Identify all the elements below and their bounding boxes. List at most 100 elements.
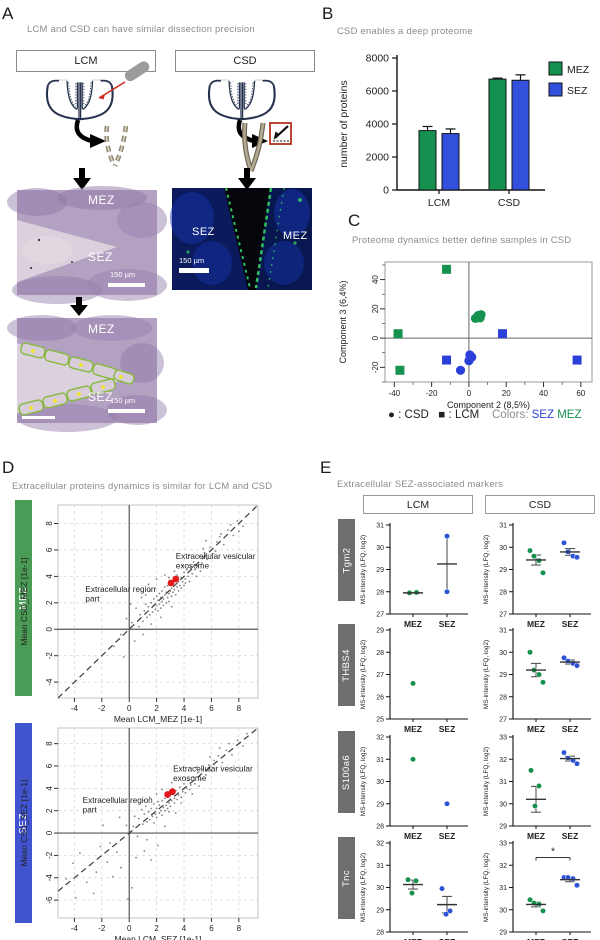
- svg-text:4: 4: [182, 924, 187, 933]
- svg-text:SEZ: SEZ: [439, 937, 456, 940]
- svg-text:MEZ: MEZ: [404, 619, 422, 629]
- panel-d-label: D: [2, 458, 15, 477]
- brain-section-lcm: [45, 79, 114, 121]
- svg-text:*: *: [551, 846, 555, 857]
- dotplot-tgm2-lcm: 27 28 29 30 31 MEZ SEZ MS-intensity (LFQ, log2): [360, 523, 468, 629]
- points-sez: [444, 533, 450, 595]
- svg-text:20: 20: [371, 304, 380, 313]
- svg-text:30: 30: [376, 545, 384, 552]
- svg-text:Mean CSD_SEZ [1e-1]: Mean CSD_SEZ [1e-1]: [19, 780, 29, 867]
- svg-text:-6: -6: [45, 896, 54, 904]
- correlation-scatter-sez: -4 -2 0 2 4 6 8 -6 -4 -2 0 2 4 6 8 Extracellular vesicu…: [19, 727, 259, 940]
- column-header-csd-label: CSD: [528, 498, 552, 511]
- dissection-schematic: [45, 61, 292, 190]
- svg-text:MS-intensity (LFQ, log2): MS-intensity (LFQ, log2): [360, 853, 367, 922]
- svg-text:0: 0: [371, 335, 380, 340]
- micrograph-lcm-after: MEZ SEZ 150 µm: [7, 315, 167, 432]
- svg-text:4: 4: [45, 574, 54, 579]
- svg-text:30: 30: [376, 885, 384, 892]
- svg-text:6: 6: [45, 763, 54, 768]
- svg-text:8: 8: [45, 741, 54, 746]
- svg-text:31: 31: [499, 779, 507, 786]
- svg-text:6: 6: [45, 547, 54, 552]
- svg-text:SEZ: SEZ: [567, 85, 588, 97]
- points-csd-mez: [470, 310, 486, 323]
- method-box-lcm: LCM: [16, 50, 156, 72]
- svg-text:SEZ: SEZ: [562, 937, 579, 940]
- dotplot-tnc-lcm: 28 29 30 31 32 MEZ SEZ MS-intensity (LFQ, log2): [360, 841, 468, 940]
- svg-text:Component 3 (6,4%): Component 3 (6,4%): [338, 280, 348, 363]
- svg-text:Mean LCM_MEZ [1e-1]: Mean LCM_MEZ [1e-1]: [114, 714, 202, 724]
- svg-text:29: 29: [376, 567, 384, 574]
- panel-b-label: B: [322, 4, 334, 23]
- svg-text:8: 8: [45, 521, 54, 526]
- region-label-sez: SEZ: [192, 226, 215, 238]
- points-mez: [410, 756, 416, 763]
- svg-text:25: 25: [376, 717, 384, 724]
- region-label-mez: MEZ: [283, 230, 308, 242]
- svg-text:32: 32: [376, 735, 384, 742]
- svg-text:MS-intensity (LFQ, log2): MS-intensity (LFQ, log2): [483, 640, 490, 709]
- svg-text:0: 0: [127, 924, 132, 933]
- bar-SEZ-LCM: [441, 133, 460, 191]
- panel-e-label: E: [320, 458, 332, 477]
- points-lcm-sez: [442, 329, 582, 365]
- svg-text:31: 31: [499, 885, 507, 892]
- svg-text:exosome: exosome: [173, 774, 207, 783]
- points-mez: [527, 649, 546, 686]
- svg-text:33: 33: [499, 841, 507, 848]
- protein-points: [113, 519, 244, 658]
- panel-c-title: Proteome dynamics better define samples …: [352, 235, 572, 246]
- svg-text:Extracellular region: Extracellular region: [83, 796, 154, 805]
- svg-text:MS-intensity (LFQ, log2): MS-intensity (LFQ, log2): [360, 640, 367, 709]
- svg-text:part: part: [85, 595, 100, 604]
- svg-text:30: 30: [499, 801, 507, 808]
- bar-MEZ-CSD: [488, 78, 507, 191]
- dotplot-tgm2-csd: 27 28 29 30 31 MEZ SEZ MS-intensity (LFQ, log2): [483, 523, 591, 629]
- svg-text:28: 28: [376, 650, 384, 657]
- svg-text:0: 0: [45, 626, 54, 631]
- points-lcm-mez: [393, 264, 452, 375]
- panel-c-label: C: [348, 211, 361, 230]
- correlation-scatter-mez: -4 -2 0 2 4 6 8 -4 -2 0 2 4 6 8 Extracellular vesicula…: [19, 504, 259, 724]
- svg-text:-4: -4: [71, 704, 79, 713]
- svg-text:27: 27: [499, 612, 507, 619]
- svg-text:31: 31: [499, 523, 507, 530]
- svg-text:29: 29: [376, 801, 384, 808]
- svg-text:Extracellular region: Extracellular region: [85, 585, 156, 594]
- dotplot-thbs4-csd: 27 28 29 30 31 MEZ SEZ MS-intensity (LFQ, log2): [483, 628, 591, 734]
- scalebar: [108, 409, 145, 413]
- svg-text:4: 4: [45, 786, 54, 791]
- svg-text:27: 27: [376, 672, 384, 679]
- identity-line: [57, 504, 259, 699]
- svg-text:MEZ: MEZ: [527, 831, 545, 841]
- svg-text:29: 29: [499, 824, 507, 831]
- svg-text:Extracellular vesicular: Extracellular vesicular: [173, 765, 253, 774]
- region-label-sez: SEZ: [88, 390, 113, 404]
- svg-text:-4: -4: [45, 874, 54, 882]
- svg-text:32: 32: [499, 863, 507, 870]
- pca-scatter-plot: -40 -20 0 20 40 60 -20 0 20 40 Component 2 (8,5%) C…: [338, 261, 593, 410]
- plot-frame: [384, 261, 593, 383]
- svg-text:8: 8: [237, 924, 242, 933]
- svg-text:28: 28: [376, 930, 384, 937]
- region-label-mez: MEZ: [88, 193, 115, 207]
- svg-text:MEZ: MEZ: [404, 937, 422, 940]
- region-bar-sez: SEZ: [15, 723, 32, 923]
- svg-text:Extracellular vesicular: Extracellular vesicular: [176, 552, 256, 561]
- legend-swatch-MEZ: [548, 61, 563, 76]
- legend-csd: ● : CSD: [388, 409, 429, 421]
- panel-d-title: Extracellular proteins dynamics is simil…: [12, 481, 273, 492]
- svg-text:28: 28: [376, 589, 384, 596]
- panel-b-title: CSD enables a deep proteome: [337, 26, 473, 37]
- legend-mez: MEZ: [557, 409, 582, 421]
- svg-text:-2: -2: [98, 924, 106, 933]
- svg-text:exosome: exosome: [176, 562, 210, 571]
- svg-text:MS-intensity (LFQ, log2): MS-intensity (LFQ, log2): [483, 853, 490, 922]
- svg-text:Mean LCM_SEZ [1e-1]: Mean LCM_SEZ [1e-1]: [115, 934, 202, 940]
- brain-section-csd: [207, 79, 276, 121]
- down-arrow-csd: [238, 168, 256, 190]
- legend-colors-label: Colors:: [492, 409, 529, 421]
- svg-text:0: 0: [45, 830, 54, 835]
